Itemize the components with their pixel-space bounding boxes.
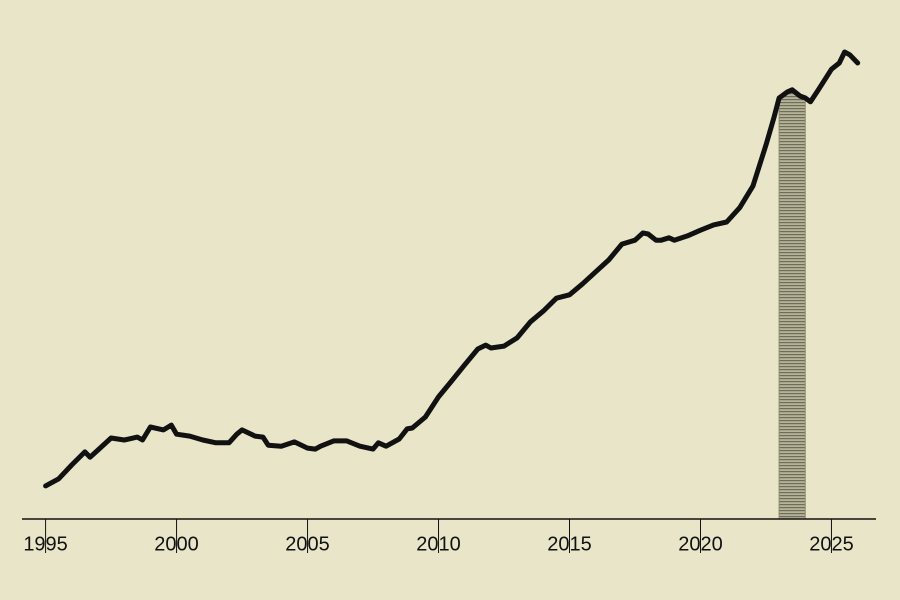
x-tick-label: 2005 [285, 533, 330, 555]
x-tick-label: 2000 [154, 533, 199, 555]
shaded-span [778, 89, 806, 520]
x-tick-label: 2015 [547, 533, 592, 555]
x-tick-label: 2025 [809, 533, 854, 555]
x-tick-label: 1995 [23, 533, 68, 555]
x-tick-label: 2020 [678, 533, 723, 555]
line [43, 49, 861, 489]
x-tick-label: 2010 [416, 533, 461, 555]
